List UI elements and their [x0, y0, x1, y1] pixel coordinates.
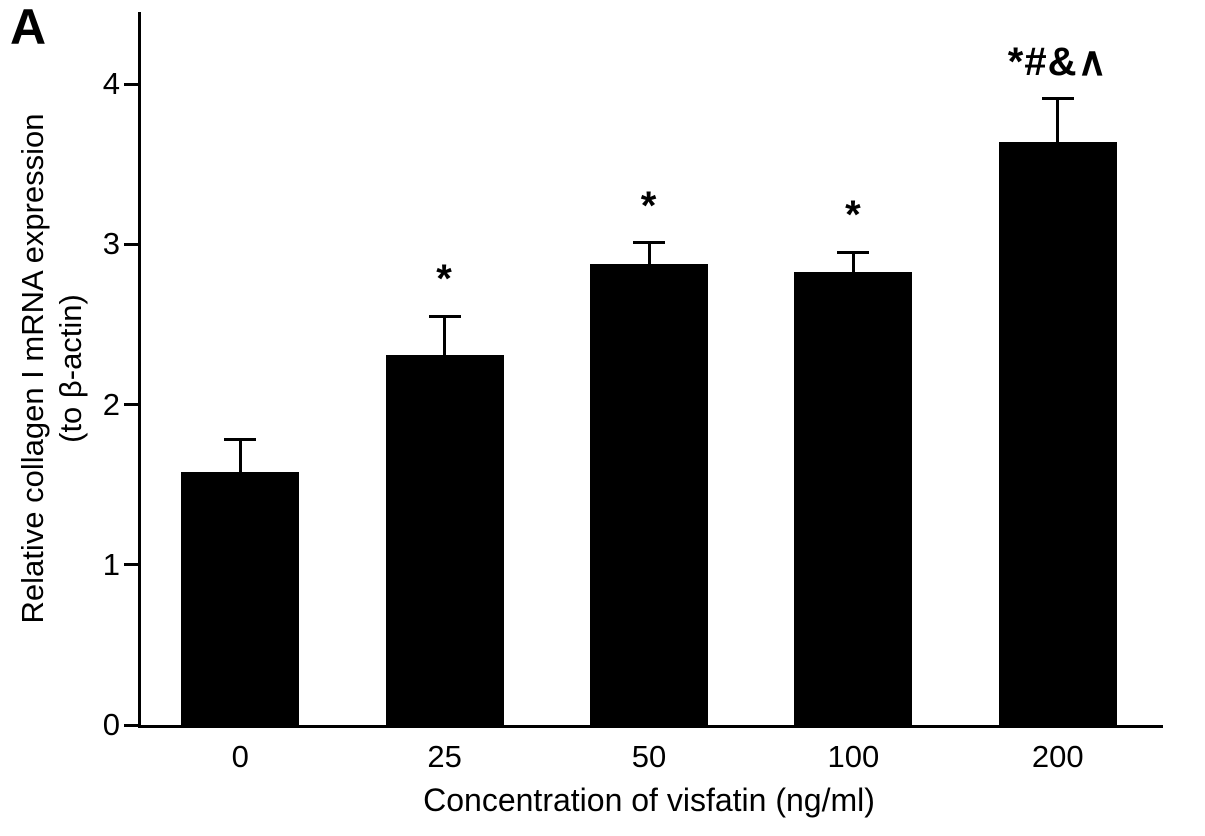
- y-axis-tick-label: 3: [102, 226, 120, 262]
- y-axis-tick: [124, 723, 138, 727]
- y-axis-tick-label: 2: [102, 386, 120, 422]
- error-bar-line: [851, 252, 855, 276]
- bar: [385, 354, 504, 725]
- plot-area: [138, 12, 1163, 728]
- error-bar-cap: [224, 438, 257, 442]
- y-axis-tick-label: 1: [102, 546, 120, 582]
- error-bar-line: [443, 316, 447, 359]
- error-bar-cap: [837, 250, 870, 254]
- x-axis-tick-label: 100: [827, 739, 880, 774]
- x-axis-title: Concentration of visfatin (ng/ml): [423, 782, 875, 818]
- significance-annotation: *: [640, 183, 658, 228]
- x-axis-tick-label: 25: [427, 739, 462, 774]
- y-axis-tick-label: 0: [102, 707, 120, 742]
- error-bar-cap: [1041, 97, 1074, 101]
- significance-annotation: *: [845, 193, 862, 238]
- error-bar-cap: [428, 314, 461, 318]
- error-bar-line: [238, 439, 242, 476]
- y-axis-tick-label: 4: [102, 66, 120, 102]
- error-bar-line: [1056, 98, 1060, 146]
- y-axis-tick: [124, 82, 138, 86]
- bar: [181, 471, 300, 725]
- error-bar-cap: [633, 241, 665, 245]
- significance-annotation: *: [436, 257, 453, 302]
- y-axis-tick: [124, 403, 138, 407]
- y-axis-tick: [124, 242, 138, 246]
- y-axis-title: Relative collagen I mRNA expression (to …: [14, 12, 90, 725]
- x-axis-tick-label: 200: [1031, 739, 1084, 774]
- x-axis-tick-label: 0: [231, 739, 249, 774]
- bar: [794, 271, 913, 725]
- bar: [590, 263, 708, 725]
- x-axis-tick-label: 50: [631, 739, 667, 774]
- bar: [998, 141, 1117, 725]
- significance-annotation: *#&∧: [1007, 39, 1108, 84]
- y-axis-tick: [124, 563, 138, 567]
- error-bar-line: [647, 242, 651, 268]
- y-axis-title-line1: Relative collagen I mRNA expression: [15, 113, 50, 624]
- y-axis-title-line2: (to β-actin): [53, 294, 88, 443]
- panel-label: A: [10, 0, 47, 55]
